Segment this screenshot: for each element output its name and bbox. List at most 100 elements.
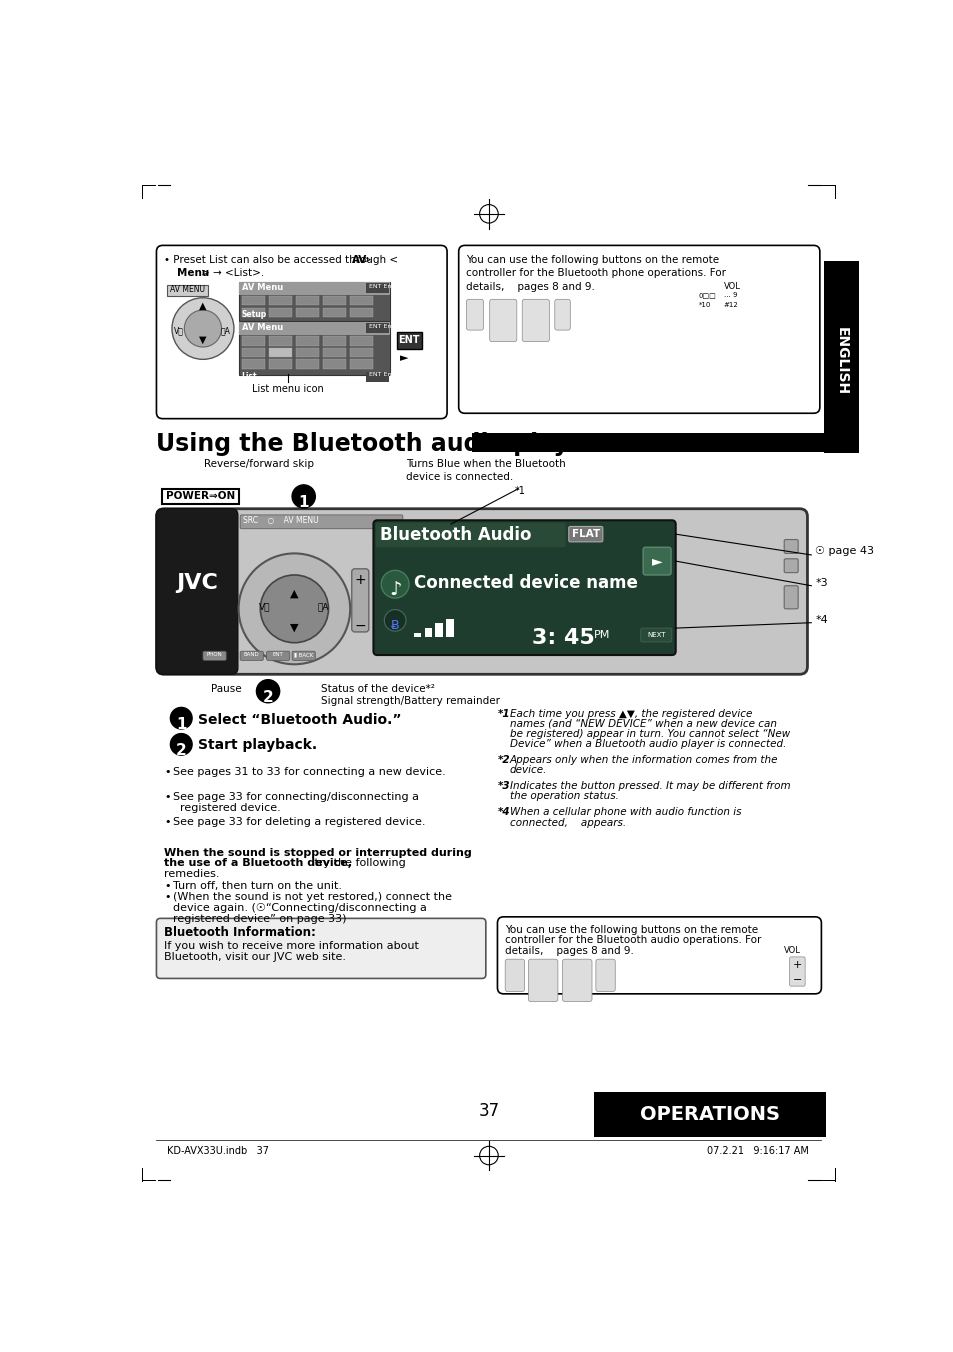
Bar [350,360,373,369]
FancyBboxPatch shape [555,299,570,330]
Text: controller for the Bluetooth phone operations. For: controller for the Bluetooth phone opera… [466,269,725,279]
Text: When a cellular phone with audio function is: When a cellular phone with audio functio… [509,807,740,818]
FancyBboxPatch shape [596,959,615,991]
FancyBboxPatch shape [292,652,315,660]
Text: V⏪: V⏪ [259,602,271,611]
Bar [414,633,421,637]
Text: Ƀ: Ƀ [391,619,399,633]
Bar [823,261,858,453]
Text: > → <List>.: > → <List>. [200,269,264,279]
Text: AV MENU: AV MENU [170,285,205,295]
Bar [295,308,319,316]
Text: ENT: ENT [273,652,283,657]
Text: • Preset List can also be accessed through <: • Preset List can also be accessed throu… [164,254,398,265]
Text: Turn off, then turn on the unit.: Turn off, then turn on the unit. [173,882,342,891]
Circle shape [171,707,192,729]
Text: device.: device. [509,765,547,775]
Text: Bluetooth, visit our JVC web site.: Bluetooth, visit our JVC web site. [164,952,346,963]
Bar [295,360,319,369]
Text: You can use the following buttons on the remote: You can use the following buttons on the… [505,925,758,934]
Text: #12: #12 [723,303,738,308]
FancyBboxPatch shape [783,558,798,573]
FancyBboxPatch shape [156,508,806,675]
Text: the operation status.: the operation status. [509,791,618,802]
Text: details,    pages 8 and 9.: details, pages 8 and 9. [466,283,595,292]
Text: Pause: Pause [211,684,241,694]
Text: NEXT: NEXT [646,631,665,638]
Circle shape [292,485,315,508]
Text: When the sound is stopped or interrupted during: When the sound is stopped or interrupted… [164,848,472,857]
Bar [295,337,319,346]
Bar [241,347,265,357]
Circle shape [260,575,328,642]
Text: 1: 1 [298,495,309,510]
Text: *4: *4 [815,615,827,626]
Text: +: + [792,960,801,969]
Bar [446,619,454,637]
Circle shape [171,734,192,756]
FancyBboxPatch shape [156,918,485,979]
Text: −: − [792,975,801,986]
Bar [593,1092,825,1137]
Text: JVC: JVC [175,573,217,594]
Bar [241,308,265,316]
Text: ♪: ♪ [389,580,401,599]
Bar [239,283,390,320]
Text: 3: 45: 3: 45 [532,629,594,648]
Text: ENT Enter: ENT Enter [369,324,399,329]
FancyBboxPatch shape [373,521,675,654]
Circle shape [238,553,350,664]
Circle shape [184,310,221,347]
Text: Using the Bluetooth audio player: Using the Bluetooth audio player [156,431,597,456]
Text: ▼: ▼ [199,335,207,345]
Text: Menu: Menu [177,269,210,279]
Text: Setup: Setup [241,310,267,319]
Text: (When the sound is not yet restored,) connect the: (When the sound is not yet restored,) co… [173,892,452,902]
Text: *1: *1 [497,708,510,719]
Text: registered device.: registered device. [173,803,281,813]
FancyBboxPatch shape [521,299,549,342]
Text: •: • [164,768,171,777]
Text: V⏪: V⏪ [173,326,184,335]
FancyBboxPatch shape [240,515,402,529]
Text: ENGLISH: ENGLISH [834,327,847,395]
Text: *4: *4 [497,807,510,818]
Text: ►: ► [651,554,661,568]
Text: See page 33 for connecting/disconnecting a: See page 33 for connecting/disconnecting… [173,792,419,802]
Text: Bluetooth Information:: Bluetooth Information: [164,926,315,940]
Text: ⏩A: ⏩A [317,602,329,611]
Text: be registered) appear in turn. You cannot select “New: be registered) appear in turn. You canno… [509,729,789,740]
Text: Connected device name: Connected device name [414,575,637,592]
FancyBboxPatch shape [458,246,819,414]
Text: ▲: ▲ [199,301,207,311]
Circle shape [381,571,409,598]
Text: −: − [355,619,366,633]
Text: Status of the device*²: Status of the device*² [320,684,435,694]
Text: OPERATIONS: OPERATIONS [639,1105,779,1125]
Text: controller for the Bluetooth audio operations. For: controller for the Bluetooth audio opera… [505,936,760,945]
Text: ►: ► [399,353,408,364]
Text: PHON: PHON [207,652,222,657]
FancyBboxPatch shape [562,959,592,1002]
Text: ENT Enter: ENT Enter [369,372,399,377]
Text: Each time you press ▲▼, the registered device: Each time you press ▲▼, the registered d… [509,708,751,719]
Text: VOL: VOL [723,281,740,291]
Text: *3: *3 [815,579,827,588]
Text: details,    pages 8 and 9.: details, pages 8 and 9. [505,946,634,956]
FancyBboxPatch shape [568,526,602,542]
Text: See pages 31 to 33 for connecting a new device.: See pages 31 to 33 for connecting a new … [173,768,446,777]
Text: PM: PM [594,630,610,641]
Text: ▲: ▲ [290,589,298,599]
Text: ENT: ENT [398,335,419,345]
Bar [295,347,319,357]
FancyBboxPatch shape [783,585,798,608]
Text: See page 33 for deleting a registered device.: See page 33 for deleting a registered de… [173,817,426,826]
Text: the use of a Bluetooth device,: the use of a Bluetooth device, [164,859,352,868]
FancyBboxPatch shape [505,959,524,991]
Bar [269,347,292,357]
FancyBboxPatch shape [528,959,558,1002]
Bar [239,283,390,295]
Text: registered device” on page 33): registered device” on page 33) [173,914,347,923]
Text: ENT Enter: ENT Enter [369,284,399,289]
Text: If you wish to receive more information about: If you wish to receive more information … [164,941,418,952]
